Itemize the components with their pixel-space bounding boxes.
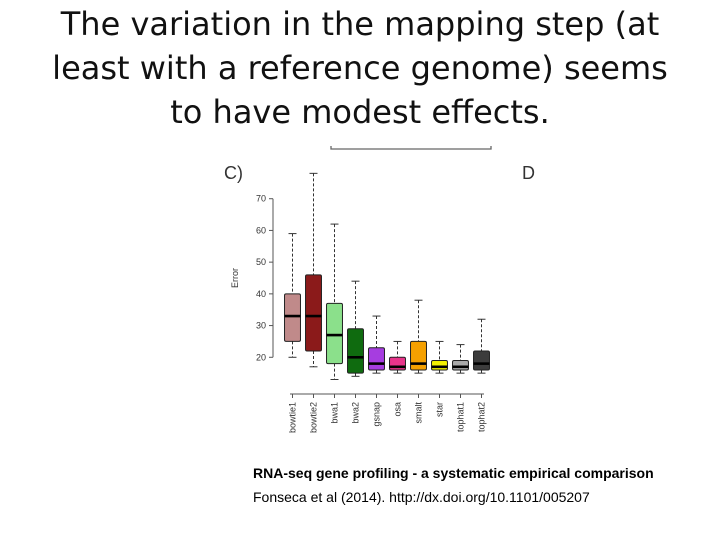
x-tick-label-gsnap: gsnap [372, 402, 382, 427]
box-bwa1 [326, 223, 343, 380]
box-rect [452, 359, 469, 371]
y-tick-label-70: 70 [256, 194, 266, 204]
citation: RNA-seq gene profiling - a systematic em… [253, 461, 654, 509]
slide-title: The variation in the mapping step (at le… [20, 2, 700, 134]
y-axis: 20 30 40 50 60 70 [256, 194, 484, 395]
x-tick-label-bwa2: bwa2 [351, 402, 361, 424]
next-panel-label: D [522, 163, 535, 183]
x-tick-label-star: star [435, 402, 445, 417]
x-tick-label-tophat1: tophat1 [456, 402, 466, 432]
box-rect [326, 302, 343, 365]
slide-title-line-1: The variation in the mapping step (at [60, 5, 660, 43]
y-tick-label-60: 60 [256, 225, 266, 235]
y-tick-label-50: 50 [256, 257, 266, 267]
box-rect [473, 350, 490, 371]
box-bowtie2 [305, 172, 322, 368]
box-rect [410, 340, 427, 371]
box-bowtie1 [284, 233, 301, 358]
box-tophat1 [452, 344, 469, 374]
y-tick-label-30: 30 [256, 321, 266, 331]
x-tick-label-osa: osa [393, 402, 403, 417]
slide-title-line-3: to have modest effects. [170, 93, 550, 131]
box-smalt [410, 299, 427, 374]
boxplot-chart: C) D Error 20 30 40 50 60 70 bowtie1 bowtie2 bw… [224, 146, 535, 433]
box-rect [368, 347, 385, 371]
y-tick-label-20: 20 [256, 352, 266, 362]
x-tick-label-bowtie1: bowtie1 [288, 402, 298, 433]
box-rect [347, 328, 364, 374]
citation-reference: Fonseca et al (2014). http://dx.doi.org/… [253, 489, 590, 505]
x-tick-label-bwa1: bwa1 [330, 402, 340, 424]
x-tick-label-bowtie2: bowtie2 [309, 402, 319, 433]
x-tick-label-tophat2: tophat2 [477, 402, 487, 432]
box-bwa2 [347, 280, 364, 377]
top-bracket [330, 146, 492, 150]
box-star [431, 340, 448, 374]
y-tick-label-40: 40 [256, 289, 266, 299]
box-rect [431, 359, 448, 371]
box-tophat2 [473, 318, 490, 374]
x-tick-label-smalt: smalt [414, 402, 424, 424]
box-gsnap [368, 315, 385, 374]
box-osa [389, 340, 406, 374]
y-axis-label: Error [230, 268, 240, 288]
boxplot-figure: C) D Error 20 30 40 50 60 70 bowtie1 bowtie2 bw… [210, 135, 540, 455]
slide-title-line-2: least with a reference genome) seems [52, 49, 668, 87]
box-rect [284, 293, 301, 342]
x-axis-labels: bowtie1 bowtie2 bwa1 bwa2 gsnap osa smalt star t… [288, 394, 487, 433]
box-rect [305, 274, 322, 352]
citation-title: RNA-seq gene profiling - a systematic em… [253, 465, 654, 481]
boxes-group [284, 172, 490, 380]
panel-label: C) [224, 163, 243, 183]
